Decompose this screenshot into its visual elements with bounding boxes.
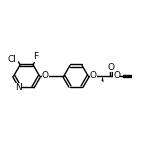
Text: Cl: Cl — [8, 55, 17, 64]
Text: O: O — [42, 71, 49, 81]
Text: O: O — [113, 71, 120, 81]
Text: O: O — [107, 63, 114, 72]
Text: F: F — [33, 52, 38, 61]
Text: N: N — [15, 83, 22, 92]
Text: O: O — [90, 71, 97, 81]
Polygon shape — [102, 76, 104, 82]
